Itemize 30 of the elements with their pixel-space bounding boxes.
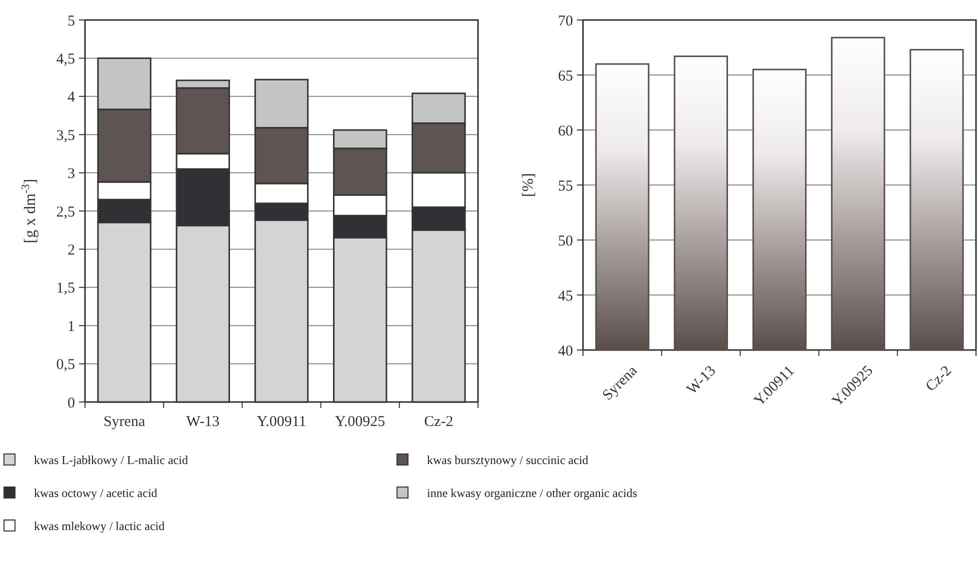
legend-label: kwas octowy / acetic acid [34,486,158,500]
y-tick-label: 70 [558,13,573,30]
y-tick-label: 2,5 [56,204,75,220]
y-tick-label: 3 [68,166,75,182]
x-tick-label: Cz-2 [923,362,955,395]
y-tick-label: 55 [558,178,573,194]
y-tick-label: 0,5 [56,357,75,374]
x-tick-label: Y.00925 [335,414,386,430]
y-tick-label: 45 [558,288,573,304]
legend-label: inne kwasy organiczne / other organic acids [427,486,638,500]
legend-label: kwas mlekowy / lactic acid [34,519,165,533]
y-tick-label: 4,5 [56,51,75,68]
y-tick-label: 4 [68,90,76,106]
y-tick-label: 60 [558,123,573,140]
y-tick-label: 65 [558,68,573,84]
y-tick-label: 40 [558,343,573,360]
y-tick-label: 2 [68,242,75,258]
legend-label: kwas L-jabłkowy / L-malic acid [34,453,188,467]
x-tick-label: Cz-2 [424,414,454,430]
y-tick-label: 0 [68,395,75,412]
y-tick-label: 50 [558,233,573,250]
x-tick-label: W-13 [186,414,220,430]
y-tick-label: 1,5 [56,280,75,297]
y-tick-label: 3,5 [56,128,75,144]
legend-label: kwas bursztynowy / succinic acid [427,453,588,467]
y-axis-title: [%] [520,173,537,197]
y-tick-label: 1 [68,318,75,335]
x-tick-label: Y.00911 [256,414,306,430]
y-tick-label: 5 [68,13,75,30]
x-tick-label: Syrena [103,414,146,430]
